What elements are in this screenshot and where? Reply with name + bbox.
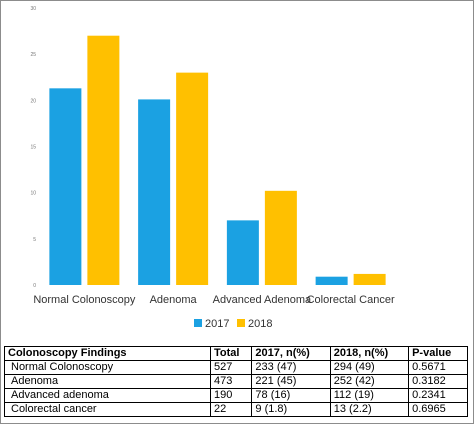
header-p-value: P-value xyxy=(408,346,468,361)
table-row: Adenoma 473 221 (45) 252 (42) 0.3182 xyxy=(4,374,468,389)
cell-2018: 294 (49) xyxy=(329,360,410,375)
y-tick-label: 10 xyxy=(30,191,36,197)
legend-label-2018: 2018 xyxy=(248,318,272,330)
table-header-row: Colonoscopy Findings Total 2017, n(%) 20… xyxy=(4,346,468,361)
findings-table: Colonoscopy Findings Total 2017, n(%) 20… xyxy=(4,346,468,417)
bar-2018-1 xyxy=(176,72,209,285)
header-findings: Colonoscopy Findings xyxy=(4,346,211,361)
cell-p-value: 0.5671 xyxy=(408,360,468,375)
cell-total: 527 xyxy=(209,360,253,375)
cell-finding: Colorectal cancer xyxy=(4,402,211,417)
y-tick-label: 0 xyxy=(33,283,36,289)
y-tick-label: 30 xyxy=(30,6,36,12)
category-label: Colorectal Cancer xyxy=(307,294,395,306)
cell-total: 22 xyxy=(209,402,253,417)
cell-2017: 78 (16) xyxy=(251,388,331,403)
legend-swatch-2018 xyxy=(237,319,245,327)
cell-finding: Adenoma xyxy=(4,374,211,389)
header-2018: 2018, n(%) xyxy=(329,346,410,361)
bar-2017-2 xyxy=(226,220,259,285)
y-axis-ticks: 0 5 10 15 20 25 30 xyxy=(30,6,36,289)
table-row: Normal Colonoscopy 527 233 (47) 294 (49)… xyxy=(4,360,468,375)
legend: 2017 2018 xyxy=(194,318,272,330)
cell-2017: 9 (1.8) xyxy=(251,402,331,417)
y-tick-label: 25 xyxy=(30,52,36,58)
bar-2017-1 xyxy=(138,99,171,285)
cell-2018: 252 (42) xyxy=(329,374,410,389)
table-row: Colorectal cancer 22 9 (1.8) 13 (2.2) 0.… xyxy=(4,402,468,417)
category-label: Advanced Adenoma xyxy=(213,294,312,306)
bars xyxy=(49,35,386,286)
cell-2018: 13 (2.2) xyxy=(329,402,410,417)
y-tick-label: 20 xyxy=(30,98,36,104)
legend-label-2017: 2017 xyxy=(205,318,229,330)
legend-swatch-2017 xyxy=(194,319,202,327)
y-tick-label: 5 xyxy=(33,237,36,243)
cell-finding: Normal Colonoscopy xyxy=(4,360,211,375)
bar-chart: 0 5 10 15 20 25 30 Normal Colonoscopy Adenoma Ad… xyxy=(30,6,395,330)
header-total: Total xyxy=(209,346,253,361)
bar-2018-2 xyxy=(264,190,297,285)
cell-p-value: 0.3182 xyxy=(408,374,468,389)
bar-2018-0 xyxy=(87,35,120,286)
table-row: Advanced adenoma 190 78 (16) 112 (19) 0.… xyxy=(4,388,468,403)
category-label: Normal Colonoscopy xyxy=(33,294,136,306)
cell-2017: 233 (47) xyxy=(251,360,331,375)
category-labels: Normal Colonoscopy Adenoma Advanced Adenom… xyxy=(33,294,395,306)
cell-total: 190 xyxy=(209,388,253,403)
cell-2017: 221 (45) xyxy=(251,374,331,389)
y-tick-label: 15 xyxy=(30,145,36,151)
cell-p-value: 0.6965 xyxy=(408,402,468,417)
bar-2017-0 xyxy=(49,88,82,285)
cell-2018: 112 (19) xyxy=(329,388,410,403)
bar-2018-3 xyxy=(353,273,386,285)
bar-2017-3 xyxy=(315,276,348,285)
category-label: Adenoma xyxy=(150,294,198,306)
cell-p-value: 0.2341 xyxy=(408,388,468,403)
cell-total: 473 xyxy=(209,374,253,389)
cell-finding: Advanced adenoma xyxy=(4,388,211,403)
header-2017: 2017, n(%) xyxy=(251,346,331,361)
